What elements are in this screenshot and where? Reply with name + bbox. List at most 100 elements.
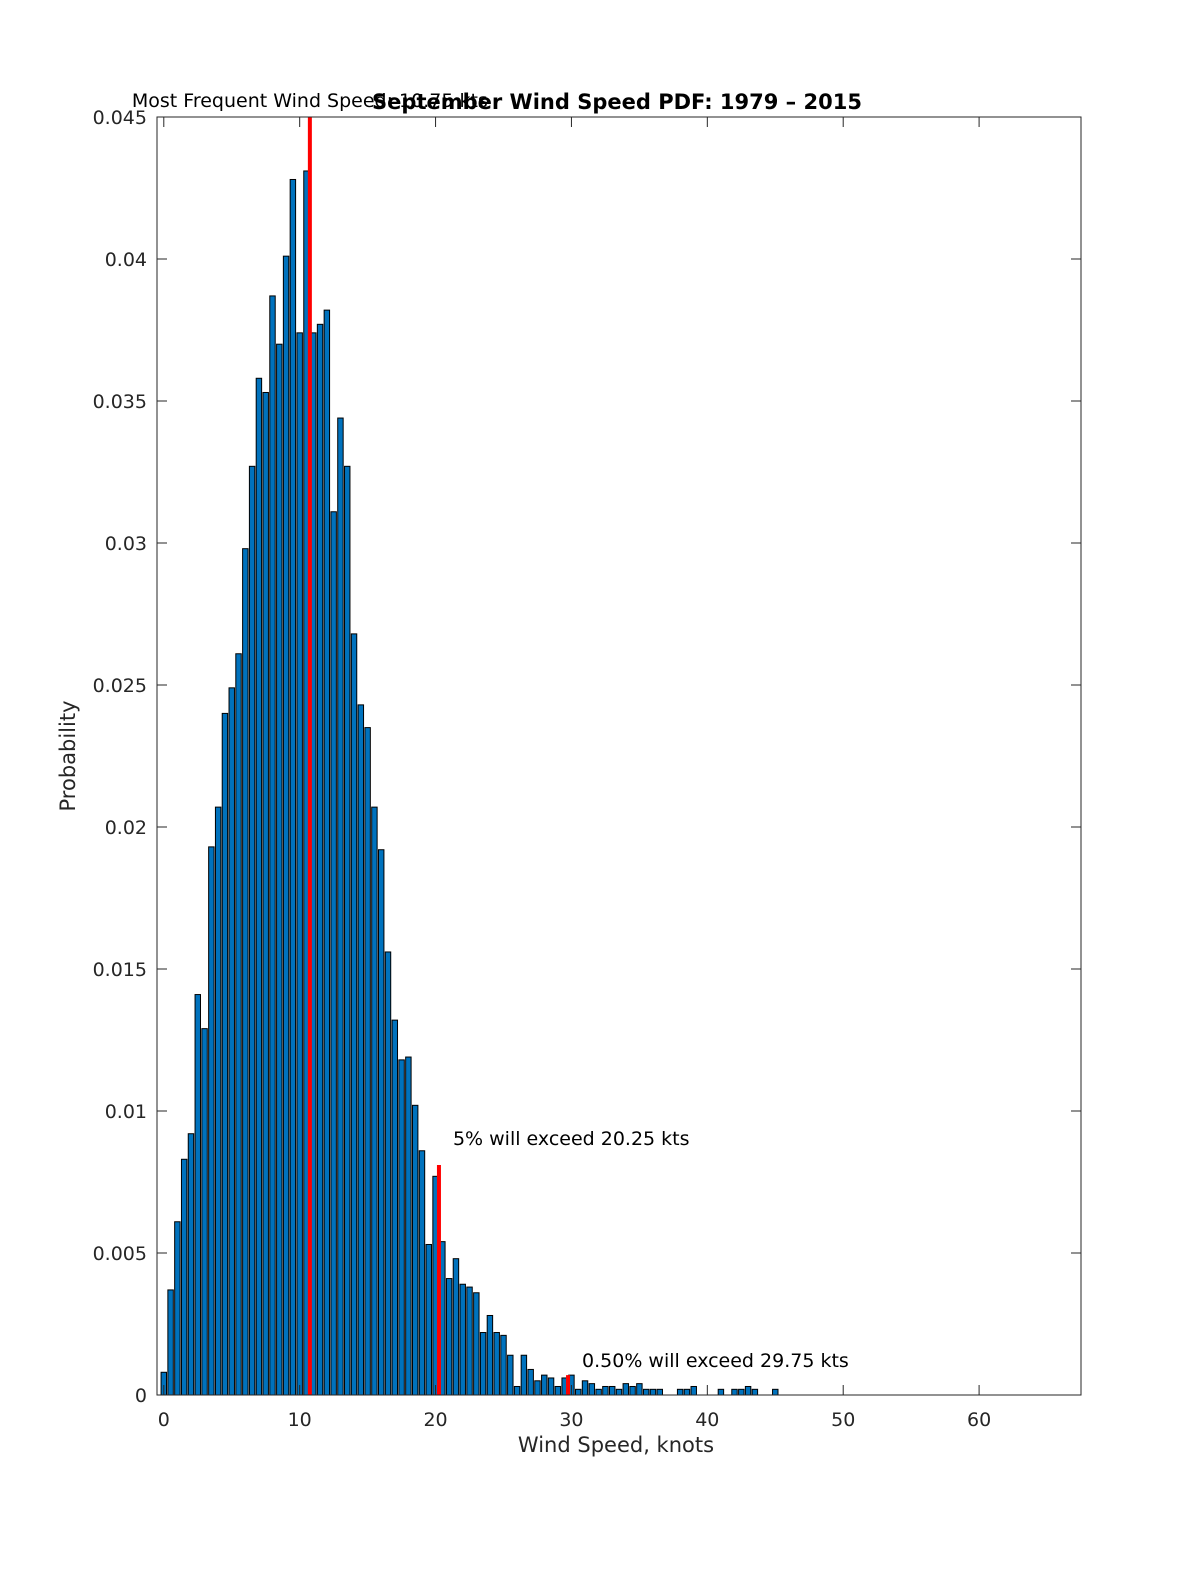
histogram-bar bbox=[656, 1388, 663, 1396]
y-tick-label: 0.015 bbox=[93, 959, 147, 981]
histogram-bar bbox=[717, 1388, 725, 1396]
y-tick-label: 0.02 bbox=[105, 817, 147, 839]
histogram-bar bbox=[316, 323, 324, 1396]
histogram-bar bbox=[411, 1104, 419, 1396]
marker-annotation: 0.50% will exceed 29.75 kts bbox=[582, 1350, 849, 1372]
histogram-bar bbox=[187, 1133, 195, 1396]
histogram-bar bbox=[636, 1383, 643, 1396]
histogram-bar bbox=[214, 806, 222, 1396]
histogram-bar bbox=[466, 1286, 473, 1396]
histogram-bar bbox=[595, 1388, 602, 1396]
y-tick-label: 0.025 bbox=[93, 675, 147, 697]
histogram-bar bbox=[282, 255, 290, 1396]
histogram-bar bbox=[167, 1289, 174, 1396]
histogram-bar bbox=[208, 846, 215, 1396]
histogram-bar bbox=[269, 295, 276, 1396]
histogram-bar bbox=[344, 465, 351, 1396]
plot-frame bbox=[156, 116, 1082, 1396]
histogram-bar bbox=[398, 1059, 405, 1396]
histogram-bar bbox=[683, 1388, 691, 1396]
histogram-bar bbox=[547, 1377, 555, 1396]
labels-layer: Most Frequent Wind Speed: 10.75 kts 5% wi… bbox=[56, 90, 991, 1457]
histogram-bar bbox=[575, 1388, 582, 1396]
marker-annotation: 5% will exceed 20.25 kts bbox=[453, 1128, 690, 1150]
y-tick-label: 0.04 bbox=[105, 249, 147, 271]
histogram-bar bbox=[289, 178, 297, 1396]
histogram-bar bbox=[242, 548, 249, 1396]
histogram-bar bbox=[228, 687, 235, 1396]
histogram-bar bbox=[418, 1150, 426, 1396]
histogram-bar bbox=[534, 1380, 541, 1396]
histogram-bar bbox=[602, 1385, 609, 1396]
histogram-bar bbox=[473, 1292, 480, 1396]
x-axis-label: Wind Speed, knots bbox=[518, 1433, 714, 1457]
histogram-bar bbox=[486, 1314, 494, 1396]
histogram-bar bbox=[425, 1243, 432, 1396]
histogram-bar bbox=[751, 1388, 759, 1396]
y-tick-label: 0 bbox=[135, 1385, 147, 1407]
histogram-bar bbox=[513, 1385, 521, 1396]
histogram-bar bbox=[649, 1388, 657, 1396]
y-tick-label: 0.045 bbox=[93, 107, 147, 129]
histogram-bar bbox=[377, 849, 385, 1396]
histogram-bar bbox=[391, 1019, 399, 1396]
y-tick-label: 0.035 bbox=[93, 391, 147, 413]
histogram-bar bbox=[500, 1334, 507, 1396]
histogram-bar bbox=[690, 1385, 697, 1396]
histogram-bar bbox=[255, 377, 263, 1396]
bars-layer bbox=[160, 170, 779, 1396]
y-tick-label: 0.005 bbox=[93, 1243, 147, 1265]
histogram-bar bbox=[744, 1385, 752, 1396]
y-tick-label: 0.01 bbox=[105, 1101, 147, 1123]
histogram-bar bbox=[221, 712, 229, 1396]
histogram-bar bbox=[629, 1385, 636, 1396]
histogram-bar bbox=[405, 1056, 412, 1396]
histogram-bar bbox=[364, 727, 371, 1396]
histogram-bar bbox=[337, 417, 344, 1396]
y-tick-label: 0.03 bbox=[105, 533, 147, 555]
markers-layer bbox=[307, 117, 571, 1395]
x-tick-label: 50 bbox=[831, 1409, 855, 1431]
histogram-bar bbox=[194, 994, 201, 1396]
histogram-bar bbox=[235, 653, 242, 1396]
histogram-bar bbox=[554, 1385, 562, 1396]
histogram-bar bbox=[642, 1388, 650, 1396]
histogram-bar bbox=[622, 1383, 630, 1396]
histogram-bar bbox=[738, 1388, 745, 1396]
histogram-bar bbox=[615, 1388, 623, 1396]
histogram-bar bbox=[507, 1354, 514, 1396]
histogram-bar bbox=[479, 1332, 487, 1396]
x-tick-label: 10 bbox=[288, 1409, 312, 1431]
histogram-bar bbox=[384, 951, 392, 1396]
histogram-bar bbox=[445, 1278, 453, 1396]
y-axis-label: Probability bbox=[56, 700, 80, 811]
x-tick-label: 20 bbox=[423, 1409, 447, 1431]
x-tick-label: 0 bbox=[158, 1409, 170, 1431]
histogram-bar bbox=[350, 633, 358, 1396]
histogram-bar bbox=[520, 1354, 528, 1396]
histogram-bar bbox=[201, 1028, 208, 1396]
x-tick-label: 40 bbox=[695, 1409, 719, 1431]
histogram-bar bbox=[296, 332, 303, 1396]
histogram-bar bbox=[772, 1388, 779, 1396]
marker-annotation: Most Frequent Wind Speed: 10.75 kts bbox=[132, 90, 488, 112]
histogram-bar bbox=[588, 1383, 596, 1396]
x-tick-label: 30 bbox=[559, 1409, 583, 1431]
histogram-bar bbox=[248, 465, 256, 1396]
chart-title: September Wind Speed PDF: 1979 – 2015 bbox=[372, 90, 862, 114]
histogram-bar bbox=[330, 511, 337, 1396]
axes-layer bbox=[156, 116, 1082, 1396]
histogram-bar bbox=[581, 1380, 589, 1396]
histogram-bar bbox=[676, 1388, 684, 1396]
histogram-bar bbox=[527, 1368, 534, 1396]
histogram-bar bbox=[731, 1388, 738, 1396]
histogram-bar bbox=[608, 1385, 616, 1396]
histogram-bar bbox=[323, 309, 331, 1396]
x-tick-label: 60 bbox=[967, 1409, 991, 1431]
histogram-bar bbox=[174, 1221, 181, 1396]
histogram-bar bbox=[357, 704, 365, 1396]
histogram-bar bbox=[262, 391, 269, 1396]
histogram-bar bbox=[180, 1158, 188, 1396]
